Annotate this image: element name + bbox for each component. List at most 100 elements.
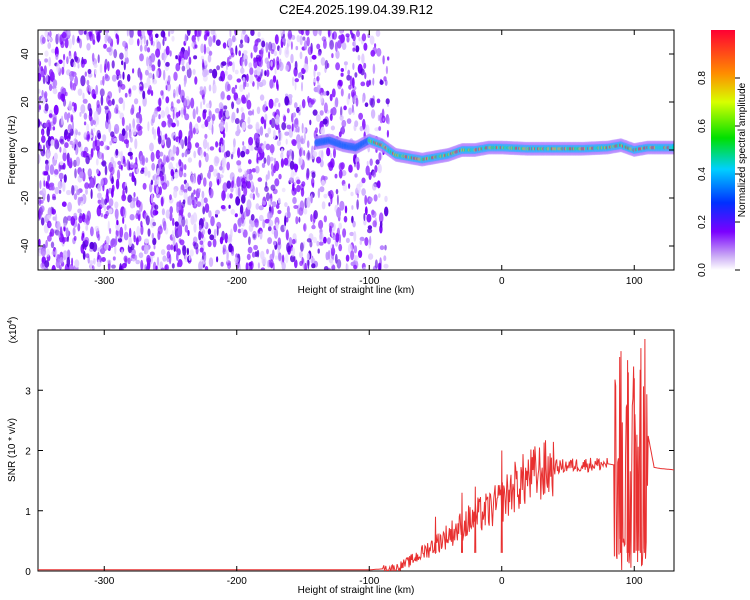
heatmap-cell xyxy=(198,224,202,231)
heatmap-cell xyxy=(195,106,199,115)
heatmap-cell xyxy=(261,145,266,150)
heatmap-cell xyxy=(120,83,126,90)
heatmap-cell xyxy=(311,263,316,269)
heatmap-cell xyxy=(72,34,75,46)
heatmap-cell xyxy=(340,34,345,44)
heatmap-cell xyxy=(289,160,295,170)
heatmap-cell xyxy=(327,162,333,168)
heatmap-cell xyxy=(125,125,129,132)
heatmap-cell xyxy=(254,218,259,228)
heatmap-cell xyxy=(251,251,256,258)
heatmap-cell xyxy=(325,251,329,261)
heatmap-cell xyxy=(344,205,348,214)
heatmap-cell xyxy=(298,155,303,166)
heatmap-cell xyxy=(64,135,69,140)
heatmap-cell xyxy=(301,99,306,109)
heatmap-cell xyxy=(356,199,359,210)
heatmap-cell xyxy=(139,53,144,62)
heatmap-cell xyxy=(265,133,269,138)
heatmap-cell xyxy=(119,73,122,79)
heatmap-cell xyxy=(312,236,317,244)
heatmap-cell xyxy=(168,162,173,171)
heatmap-cell xyxy=(146,56,149,67)
heatmap-cell xyxy=(184,113,190,121)
colorbar-gradient xyxy=(711,30,735,270)
heatmap-cell xyxy=(100,80,103,86)
heatmap-cell xyxy=(252,109,255,116)
heatmap-cell xyxy=(267,127,272,135)
heatmap-cell xyxy=(40,205,45,213)
heatmap-cell xyxy=(171,229,174,238)
heatmap-cell xyxy=(357,54,361,61)
heatmap-cell xyxy=(114,127,118,134)
heatmap-cell xyxy=(63,222,67,228)
heatmap-cell xyxy=(116,74,119,81)
heatmap-cell xyxy=(379,112,384,124)
heatmap-cell xyxy=(100,178,104,187)
heatmap-cell xyxy=(323,102,328,114)
heatmap-cell xyxy=(89,261,93,270)
heatmap-cell xyxy=(316,114,321,122)
x-tick-label: 100 xyxy=(626,276,643,287)
heatmap-cell xyxy=(123,255,128,263)
heatmap-cell xyxy=(207,228,212,235)
heatmap-cell xyxy=(86,123,90,133)
heatmap-cell xyxy=(41,135,46,143)
heatmap-cell xyxy=(200,43,205,54)
colorbar-ticks: 0.0 0.2 0.4 0.6 0.8 xyxy=(697,71,740,277)
heatmap-cell xyxy=(257,79,259,91)
heatmap-cell xyxy=(254,251,258,258)
heatmap-cell xyxy=(384,244,387,251)
heatmap-cell xyxy=(170,244,174,251)
heatmap-cell xyxy=(171,156,175,161)
heatmap-cell xyxy=(38,104,42,111)
heatmap-cell xyxy=(182,245,187,256)
heatmap-cell xyxy=(345,33,350,38)
heatmap-cell xyxy=(102,198,105,205)
heatmap-cell xyxy=(68,38,73,50)
heatmap-cell xyxy=(215,141,219,148)
heatmap-cell xyxy=(172,217,175,227)
heatmap-cell xyxy=(172,235,176,246)
heatmap-cell xyxy=(361,188,366,196)
heatmap-cell xyxy=(95,158,99,166)
heatmap-cell xyxy=(119,52,124,60)
heatmap-cell xyxy=(264,70,267,77)
heatmap-cell xyxy=(284,96,290,106)
heatmap-cell xyxy=(346,118,352,124)
heatmap-cell xyxy=(158,97,162,107)
heatmap-cell xyxy=(158,186,162,196)
heatmap-cell xyxy=(137,30,142,37)
heatmap-cell xyxy=(143,244,149,255)
heatmap-cell xyxy=(46,249,50,257)
heatmap-cell xyxy=(248,262,253,267)
heatmap-cell xyxy=(62,183,65,191)
heatmap-cell xyxy=(382,55,385,65)
heatmap-cell xyxy=(202,109,207,114)
heatmap-cell xyxy=(124,92,128,98)
heatmap-cell xyxy=(256,66,261,76)
heatmap-cell xyxy=(301,74,304,80)
heatmap-cell xyxy=(163,220,167,231)
heatmap-cell xyxy=(241,213,245,224)
heatmap-cell xyxy=(79,111,82,117)
heatmap-cell xyxy=(52,88,58,95)
heatmap-cell xyxy=(326,237,331,245)
heatmap-cell xyxy=(232,61,235,73)
heatmap-cell xyxy=(348,107,352,115)
heatmap-cell xyxy=(155,48,161,58)
heatmap-cell xyxy=(369,158,373,166)
heatmap-cell xyxy=(323,215,327,223)
heatmap-cell xyxy=(74,168,77,179)
heatmap-cell xyxy=(340,68,344,72)
heatmap-cell xyxy=(96,129,101,138)
heatmap-cell xyxy=(265,106,269,111)
heatmap-cell xyxy=(185,218,188,227)
heatmap-cell xyxy=(160,163,163,169)
heatmap-cell xyxy=(229,193,233,199)
heatmap-cell xyxy=(265,143,271,151)
x-tick-label: 100 xyxy=(626,576,643,587)
heatmap-cell xyxy=(192,68,196,75)
heatmap-cell xyxy=(151,232,154,240)
heatmap-cell xyxy=(160,249,166,256)
